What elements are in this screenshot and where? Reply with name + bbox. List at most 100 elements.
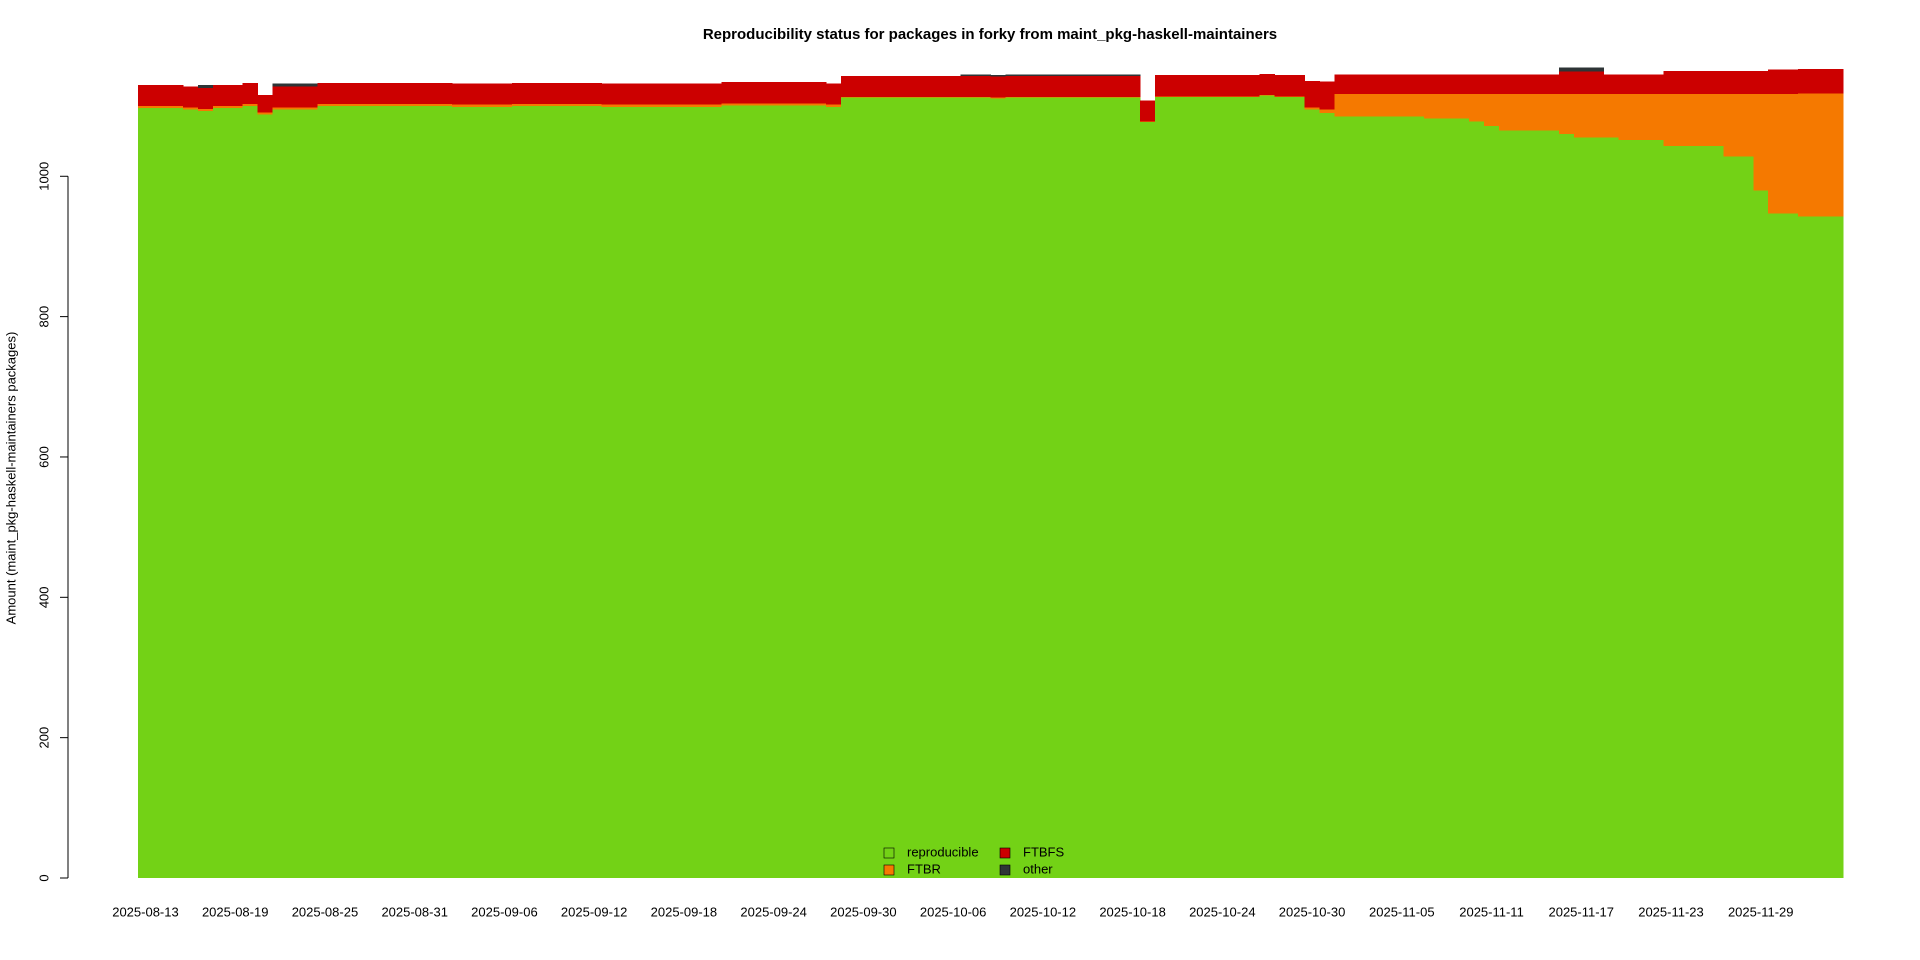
x-tick-label: 2025-09-18 <box>651 904 718 919</box>
bar-segment <box>287 86 304 108</box>
bar-segment <box>706 104 722 107</box>
bar-segment <box>1020 97 1036 879</box>
bar-segment <box>1783 94 1799 214</box>
bar-segment <box>1259 95 1276 879</box>
x-tick-label: 2025-10-18 <box>1099 904 1166 919</box>
bar-segment <box>362 106 378 878</box>
bar-segment <box>1469 121 1485 878</box>
bar-segment <box>1513 130 1530 878</box>
bar-segment <box>706 106 722 878</box>
bar-segment <box>1798 216 1814 878</box>
bar-segment <box>1140 121 1156 123</box>
bar-segment <box>721 82 737 104</box>
bar-segment <box>1229 96 1246 97</box>
bar-segment <box>1708 94 1724 147</box>
bar-segment <box>1140 100 1156 122</box>
bar-segment <box>796 82 812 104</box>
bar-segment <box>287 107 304 110</box>
bar-segment <box>1573 67 1590 72</box>
bar-segment <box>1573 71 1590 95</box>
bar-segment <box>1020 96 1036 98</box>
legend-swatch <box>883 864 895 876</box>
bar-segment <box>1274 96 1291 97</box>
bar-segment <box>467 104 483 107</box>
bars <box>138 67 1844 879</box>
bar-segment <box>332 103 348 107</box>
bar-segment <box>781 105 797 878</box>
bar-segment <box>197 111 214 879</box>
bar-segment <box>1095 97 1111 879</box>
bar-segment <box>1110 96 1126 98</box>
bar-segment <box>437 103 453 107</box>
bar-segment <box>212 106 229 109</box>
bar-segment <box>1095 74 1111 76</box>
bar-segment <box>1543 94 1560 131</box>
bar-segment <box>452 104 468 107</box>
bar-segment <box>1813 216 1829 878</box>
bar-segment <box>631 106 648 878</box>
bar-segment <box>287 83 304 87</box>
bar-segment <box>751 105 767 878</box>
bar-segment <box>1783 69 1799 95</box>
bar-segment <box>1184 96 1201 97</box>
bar-segment <box>855 97 872 879</box>
bar-segment <box>227 106 244 109</box>
bar-segment <box>481 104 498 107</box>
bar-segment <box>1214 96 1231 879</box>
bar-segment <box>1588 94 1605 138</box>
y-tick-label: 400 <box>36 586 51 608</box>
bar-segment <box>885 75 902 97</box>
y-tick-label: 1000 <box>36 162 51 191</box>
bar-segment <box>1828 216 1844 878</box>
bar-segment <box>1125 75 1141 97</box>
bar-segment <box>1349 116 1365 878</box>
bar-segment <box>1424 118 1440 878</box>
bar-segment <box>766 103 782 106</box>
x-tick-label: 2025-08-31 <box>381 904 448 919</box>
bar-segment <box>751 82 767 104</box>
bar-segment <box>556 103 573 107</box>
bar-segment <box>930 97 947 879</box>
bar-segment <box>1364 116 1380 878</box>
bar-segment <box>1603 94 1620 138</box>
bar-segment <box>930 75 947 97</box>
bar-segment <box>1528 130 1545 878</box>
bar-segment <box>945 96 962 98</box>
bar-segment <box>1005 75 1021 97</box>
bar-segment <box>885 97 902 879</box>
bar-segment <box>1768 94 1784 214</box>
bar-segment <box>392 103 408 107</box>
bar-segment <box>960 96 977 98</box>
bar-segment <box>407 82 423 104</box>
bar-segment <box>616 106 633 878</box>
bar-segment <box>796 105 812 878</box>
bar-segment <box>1125 96 1141 98</box>
bar-segment <box>825 106 842 878</box>
bar-segment <box>1798 68 1814 94</box>
bar-segment <box>1499 130 1515 878</box>
bar-segment <box>1005 97 1021 879</box>
bar-segment <box>960 74 977 76</box>
legend-swatch <box>999 864 1011 876</box>
bar-segment <box>631 83 648 105</box>
bar-segment <box>1319 109 1335 114</box>
bar-segment <box>1738 71 1754 95</box>
bar-segment <box>1334 74 1350 95</box>
bar-segment <box>511 106 528 878</box>
bar-segment <box>182 109 199 879</box>
bar-segment <box>1409 94 1425 117</box>
bar-segment <box>1603 74 1620 95</box>
bar-segment <box>317 106 333 878</box>
bar-segment <box>1394 74 1410 95</box>
bar-segment <box>766 105 782 878</box>
bar-segment <box>556 82 573 104</box>
bar-segment <box>1573 137 1590 878</box>
bar-segment <box>1349 94 1365 117</box>
bar-segment <box>1708 71 1724 95</box>
bar-segment <box>1484 74 1500 95</box>
x-tick-label: 2025-10-12 <box>1010 904 1077 919</box>
bar-segment <box>646 104 662 107</box>
bar-segment <box>586 106 603 878</box>
bar-segment <box>1409 116 1425 878</box>
bar-segment <box>1319 113 1335 879</box>
